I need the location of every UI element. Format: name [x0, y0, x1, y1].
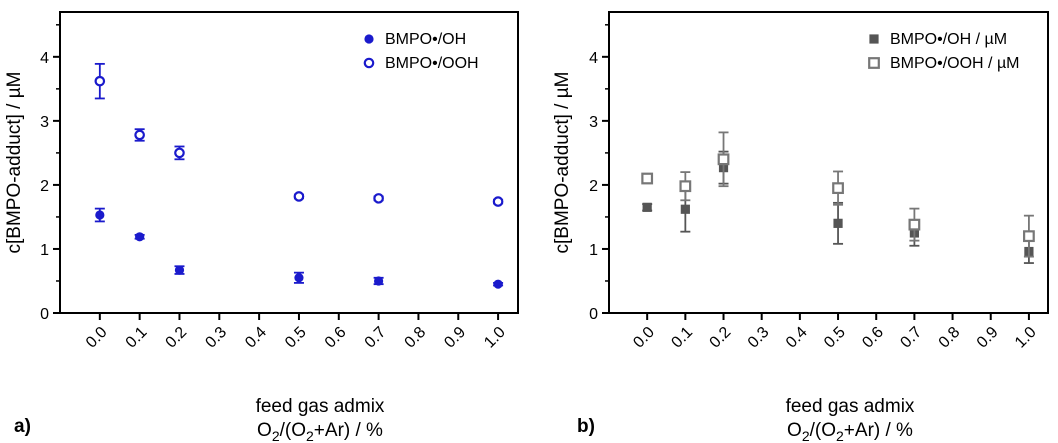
data-point [95, 210, 105, 220]
legend-label: BMPO•/OH [385, 31, 466, 48]
x-tick-label: 0.6 [322, 324, 350, 352]
x-tick-label: 0.9 [974, 324, 1002, 352]
x-tick-label: 0.2 [707, 324, 735, 352]
y-tick-label: 4 [40, 50, 49, 67]
x-axis-label: feed gas admix [786, 396, 915, 417]
x-axis-unit: O2/(O2+Ar) / % [787, 420, 913, 443]
series-1 [642, 150, 1034, 264]
data-point [94, 75, 106, 87]
x-tick-label: 0.0 [630, 324, 658, 352]
y-tick-label: 3 [589, 114, 598, 131]
x-tick-label: 0.6 [859, 324, 887, 352]
data-point [642, 202, 652, 212]
legend-marker [868, 57, 880, 69]
data-point [680, 204, 690, 214]
legend-label: BMPO•/OOH / µM [890, 55, 1020, 72]
data-point [493, 279, 503, 289]
x-tick-label: 0.4 [242, 324, 270, 352]
x-axis-unit: O2/(O2+Ar) / % [257, 420, 383, 443]
x-tick-label: 0.9 [441, 324, 469, 352]
legend-marker [869, 34, 879, 44]
x-tick-label: 0.8 [936, 324, 964, 352]
data-point [641, 172, 654, 185]
panel-label: b) [577, 416, 595, 437]
y-tick-label: 3 [40, 114, 49, 131]
y-tick-label: 1 [589, 242, 598, 259]
panel-label: a) [14, 416, 31, 437]
y-tick-label: 0 [40, 306, 49, 323]
series-1 [94, 207, 504, 289]
x-tick-label: 0.0 [83, 324, 111, 352]
data-point [908, 218, 921, 231]
data-point [717, 153, 730, 166]
plot-frame [608, 11, 1049, 314]
data-point [135, 232, 145, 242]
x-tick-label: 1.0 [481, 324, 509, 352]
y-tick-label: 2 [40, 178, 49, 195]
data-point [1023, 230, 1035, 243]
legend-marker [363, 57, 375, 69]
data-point [174, 265, 185, 275]
legend-marker [364, 34, 374, 44]
x-tick-label: 0.5 [821, 324, 849, 352]
x-axis-label: feed gas admix [256, 396, 385, 417]
data-point [293, 191, 305, 202]
data-point [294, 273, 304, 283]
data-point [679, 180, 692, 193]
chart-panel-1: 0 1 2 3 4 0.0 0.1 0.2 0.3 0.4 0.5 0.6 0.7 0.8 0.9 1.0 c[… [4, 11, 519, 443]
y-tick-label: 2 [589, 178, 598, 195]
series-2 [94, 62, 504, 207]
x-tick-label: 0.2 [163, 324, 191, 352]
plot-frame [59, 11, 519, 314]
data-point [374, 276, 384, 286]
data-point [833, 218, 843, 228]
x-tick-label: 0.3 [202, 324, 230, 352]
chart-panel-2: 0 1 2 3 4 0.0 0.1 0.2 0.3 0.4 0.5 0.6 0.7 0.8 0.9 1.0 c[… [552, 11, 1049, 443]
data-point [832, 182, 844, 195]
x-tick-label: 1.0 [1012, 324, 1040, 352]
y-tick-label: 1 [40, 242, 49, 259]
y-tick-label: 0 [589, 306, 598, 323]
x-tick-label: 0.1 [668, 324, 696, 352]
x-tick-label: 0.8 [402, 324, 430, 352]
x-tick-label: 0.3 [745, 324, 773, 352]
data-point [492, 196, 504, 207]
x-tick-label: 0.4 [783, 324, 811, 352]
y-axis-label: c[BMPO-adduct] / µM [4, 72, 25, 254]
data-point [174, 147, 185, 159]
y-axis-label: c[BMPO-adduct] / µM [552, 72, 573, 254]
data-point [373, 193, 384, 204]
x-tick-label: 0.1 [123, 324, 151, 352]
legend-label: BMPO•/OH / µM [890, 31, 1007, 48]
x-tick-label: 0.7 [897, 324, 925, 352]
y-tick-label: 4 [589, 50, 598, 67]
x-tick-label: 0.7 [362, 324, 390, 352]
data-point [134, 129, 145, 141]
series-2 [641, 131, 1035, 258]
legend-label: BMPO•/OOH [385, 55, 479, 72]
x-tick-label: 0.5 [282, 324, 310, 352]
